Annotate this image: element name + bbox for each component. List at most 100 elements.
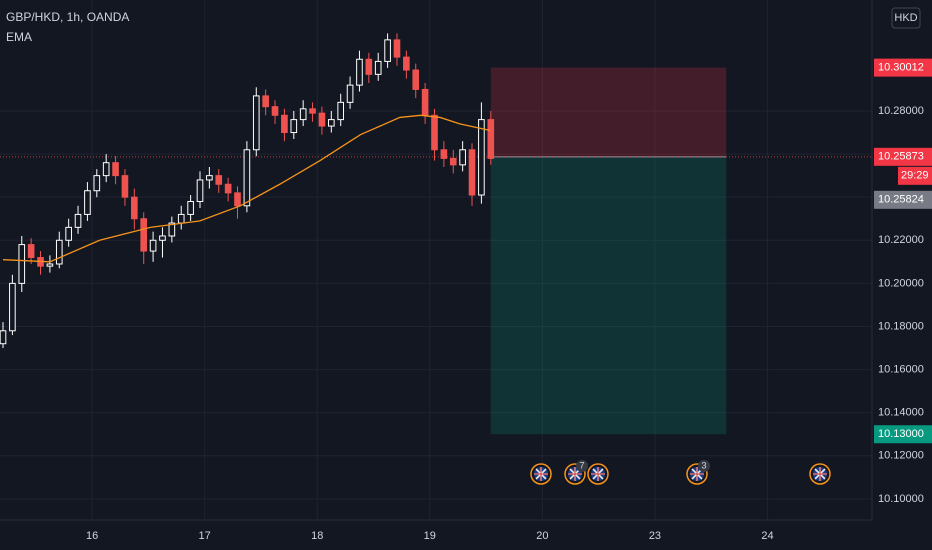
candle-body [468, 149, 476, 196]
candle-body [337, 101, 345, 121]
last-price-label-box [874, 190, 932, 209]
indicator-name: EMA [6, 30, 32, 44]
last-price-label: 10.25824 [878, 194, 924, 206]
candle-body [440, 149, 448, 159]
candle-body [112, 162, 119, 177]
y-tick-label: 10.28000 [878, 105, 924, 117]
candle-body [149, 239, 157, 252]
candle-body [356, 58, 363, 86]
entry-price-label: 10.25873 [878, 151, 924, 163]
candle-body [140, 218, 148, 252]
candle-body [46, 263, 54, 267]
candle-body [459, 149, 466, 166]
target-price-label: 10.13000 [878, 428, 924, 440]
candle-body [384, 39, 391, 62]
candle-body [9, 282, 16, 332]
event-badge [698, 460, 710, 472]
countdown: 29:29 [901, 170, 929, 182]
y-tick-label: 10.16000 [878, 363, 924, 375]
event-cross-red [690, 467, 704, 481]
candle-body [74, 213, 82, 228]
candle-body [365, 58, 373, 75]
countdown-box [898, 166, 932, 185]
x-tick-label: 24 [761, 530, 773, 542]
event-icon[interactable] [809, 463, 831, 485]
candle-body [271, 106, 279, 116]
candle-body [346, 84, 354, 103]
candle-body [309, 108, 316, 114]
x-tick-label: 19 [424, 530, 436, 542]
ema-line [2, 114, 490, 263]
stop-price-label-box [874, 58, 932, 77]
candle-body [318, 112, 326, 127]
candle-body [431, 114, 438, 151]
candle-body [252, 95, 260, 151]
candle-body [421, 88, 429, 116]
candle-body [84, 190, 91, 215]
stop-zone [490, 67, 727, 157]
candle-body [403, 56, 410, 71]
x-tick-label: 17 [199, 530, 211, 542]
stop-price-label: 10.30012 [878, 62, 924, 74]
candle-body [487, 119, 495, 159]
event-badge [576, 460, 588, 472]
candle-body [224, 183, 232, 194]
x-tick-label: 23 [649, 530, 661, 542]
candle-body [374, 60, 382, 75]
candle-body [18, 244, 26, 284]
candle-body [243, 149, 251, 207]
candle-body [55, 239, 63, 265]
target-zone [490, 156, 727, 435]
x-tick-label: 18 [311, 530, 323, 542]
candle-body [131, 196, 138, 220]
candle-body [102, 162, 110, 177]
candle-body [65, 226, 72, 241]
candle-body [206, 175, 213, 181]
candle-body [168, 222, 176, 237]
currency-button[interactable] [891, 7, 921, 29]
candle-body [449, 157, 457, 166]
candle-body [478, 119, 485, 196]
candle-body [328, 119, 335, 127]
candle-body [281, 114, 288, 134]
event-cross-red [568, 467, 582, 481]
event-icon[interactable]: 7 [564, 460, 588, 485]
target-price-label-box [874, 425, 932, 444]
candle-body [196, 179, 204, 202]
candle-body [299, 108, 307, 121]
y-tick-label: 10.10000 [878, 493, 924, 505]
candle-body [27, 244, 35, 259]
candle-body [393, 39, 401, 58]
candle-body [412, 69, 420, 90]
candle-body [0, 330, 7, 345]
y-tick-label: 10.22000 [878, 234, 924, 246]
event-cross-red [591, 467, 605, 481]
candle-body [234, 192, 241, 207]
currency-label[interactable]: HKD [894, 12, 917, 24]
y-tick-label: 10.12000 [878, 450, 924, 462]
candle-body [159, 235, 166, 241]
event-count: 7 [579, 460, 584, 470]
event-icon[interactable]: 3 [686, 460, 710, 485]
candle-body [290, 119, 298, 134]
candle-body [215, 175, 223, 185]
x-tick-label: 20 [536, 530, 548, 542]
event-icon[interactable] [530, 463, 552, 485]
event-count: 3 [701, 460, 706, 470]
event-cross-red [813, 467, 827, 481]
y-tick-label: 10.18000 [878, 320, 924, 332]
event-icon[interactable] [587, 463, 609, 485]
y-tick-label: 10.20000 [878, 277, 924, 289]
candle-body [187, 200, 194, 215]
candle-body [262, 95, 269, 108]
symbol-title: GBP/HKD, 1h, OANDA [6, 10, 129, 24]
event-cross-red [534, 467, 548, 481]
entry-price-label-box [874, 147, 932, 166]
candle-body [177, 213, 185, 224]
candle-body [121, 175, 129, 198]
candle-body [93, 175, 101, 192]
x-tick-label: 16 [86, 530, 98, 542]
y-tick-label: 10.14000 [878, 407, 924, 419]
